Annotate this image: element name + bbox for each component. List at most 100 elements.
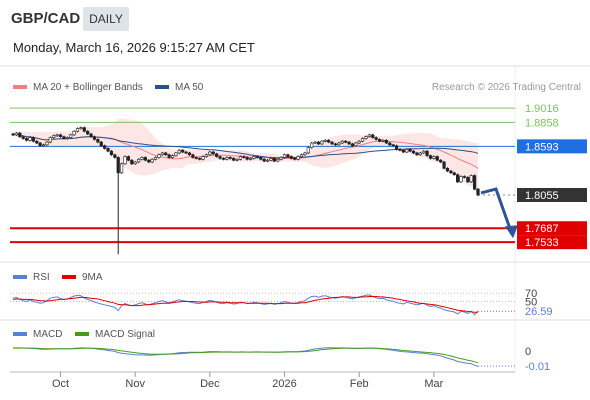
candle-bear <box>82 127 86 132</box>
candle-bear <box>377 139 382 142</box>
candle-bear <box>262 158 266 162</box>
candle-bull <box>72 130 76 136</box>
candle-bear <box>164 152 168 156</box>
candle-bear <box>462 176 467 178</box>
candle-bear <box>384 139 388 144</box>
candle-bull <box>41 144 46 147</box>
candle-bear <box>38 142 42 147</box>
candle-bear <box>109 150 114 156</box>
level-label-support: 1.7533 <box>525 237 559 249</box>
time-axis-label: Oct <box>52 378 69 390</box>
candle-bull <box>14 132 18 136</box>
level-label-last: 1.8055 <box>525 190 559 202</box>
ma50-legend-swatch <box>155 85 169 89</box>
macd-level-label: -0.01 <box>525 361 550 373</box>
candle-bear <box>245 157 249 160</box>
candle-bear <box>408 149 412 152</box>
candle-bull <box>422 150 426 154</box>
candle-bear <box>476 188 480 196</box>
macd-level-label: 0 <box>525 346 531 358</box>
candle-bear <box>86 130 90 135</box>
candle-bull <box>204 154 209 157</box>
rsi-last-label: 26.59 <box>525 306 553 318</box>
candle-bear <box>198 158 202 160</box>
time-axis-label: Dec <box>200 378 220 390</box>
candle-bull <box>48 137 52 143</box>
candle-bull <box>469 175 473 183</box>
candle-bull <box>69 134 73 138</box>
candle-bear <box>439 159 443 163</box>
price-levels: 1.9016 1.8858 1.8593 1.8055 1.7687 1.7533 <box>10 103 587 250</box>
candle-bear <box>191 154 195 158</box>
macd-legend-label: MACD <box>33 329 62 340</box>
forecast-path <box>480 187 514 235</box>
macd-legend: MACD MACD Signal <box>13 329 155 340</box>
candle-bull <box>269 158 273 161</box>
candle-bear <box>333 143 338 146</box>
main-legend: MA 20 + Bollinger Bands MA 50 Research ©… <box>13 82 581 93</box>
rsi-ma-line <box>12 296 478 313</box>
candle-bear <box>452 172 456 175</box>
time-axis: Oct Nov Dec 2026 Feb Mar <box>52 372 444 390</box>
candle-bull <box>79 127 83 129</box>
candle-bear <box>116 157 120 174</box>
candle-bear <box>130 159 134 165</box>
ma20-legend-label: MA 20 + Bollinger Bands <box>33 82 143 93</box>
candle-bear <box>215 153 219 157</box>
ma20-legend-swatch <box>13 85 27 89</box>
candle-bear <box>286 154 290 157</box>
candle-bull <box>323 139 327 142</box>
level-label-bg-last <box>517 187 587 202</box>
candle-bear <box>350 143 355 147</box>
candle-bear <box>194 157 198 159</box>
candle-bear <box>316 141 321 145</box>
macd-legend-swatch <box>13 332 27 336</box>
candle-bull <box>252 156 256 159</box>
candle-bull <box>459 176 463 183</box>
rsi-legend-label: RSI <box>33 272 50 283</box>
candle-bear <box>466 177 470 183</box>
candle-bull <box>248 158 253 160</box>
candle-bear <box>374 137 378 140</box>
level-label-bg-support <box>517 235 587 250</box>
candle-bull <box>313 141 317 144</box>
candle-bull <box>75 128 80 132</box>
candle-bear <box>401 149 405 153</box>
candle-bull <box>55 134 59 137</box>
report-datetime: Monday, March 16, 2026 9:15:27 AM CET <box>13 40 255 55</box>
candle-bull <box>136 158 141 163</box>
timeframe-button[interactable]: DAILY <box>83 7 129 31</box>
level-label-bg-support <box>517 221 587 236</box>
candlesticks <box>11 126 480 255</box>
candle-bear <box>89 133 93 137</box>
time-axis-label: Feb <box>350 378 369 390</box>
candle-bull <box>303 152 307 156</box>
candle-bear <box>411 150 416 154</box>
candle-bear <box>255 156 259 158</box>
forecast-arrowhead <box>505 225 518 239</box>
candle-bear <box>96 139 100 143</box>
candle-bull <box>123 156 127 165</box>
candle-bear <box>31 137 35 142</box>
candle-bear <box>218 156 222 159</box>
macd-signal-line <box>12 347 479 364</box>
candle-bull <box>170 155 175 158</box>
candle-bull <box>157 154 161 158</box>
candle-bull <box>235 158 239 161</box>
candle-bull <box>28 137 32 141</box>
candle-bear <box>21 136 25 139</box>
candle-bull <box>276 158 280 162</box>
candle-bull <box>432 156 436 159</box>
candle-bull <box>65 137 69 139</box>
candle-bull <box>405 149 409 153</box>
candle-bear <box>184 151 188 154</box>
candle-bear <box>103 145 107 149</box>
candle-bull <box>225 157 229 160</box>
candle-bull <box>238 156 243 160</box>
candle-bull <box>265 159 270 162</box>
candle-bear <box>228 157 232 159</box>
candle-bull <box>120 163 124 174</box>
candle-bear <box>126 156 131 161</box>
candle-bear <box>18 132 22 137</box>
candle-bear <box>394 145 399 150</box>
